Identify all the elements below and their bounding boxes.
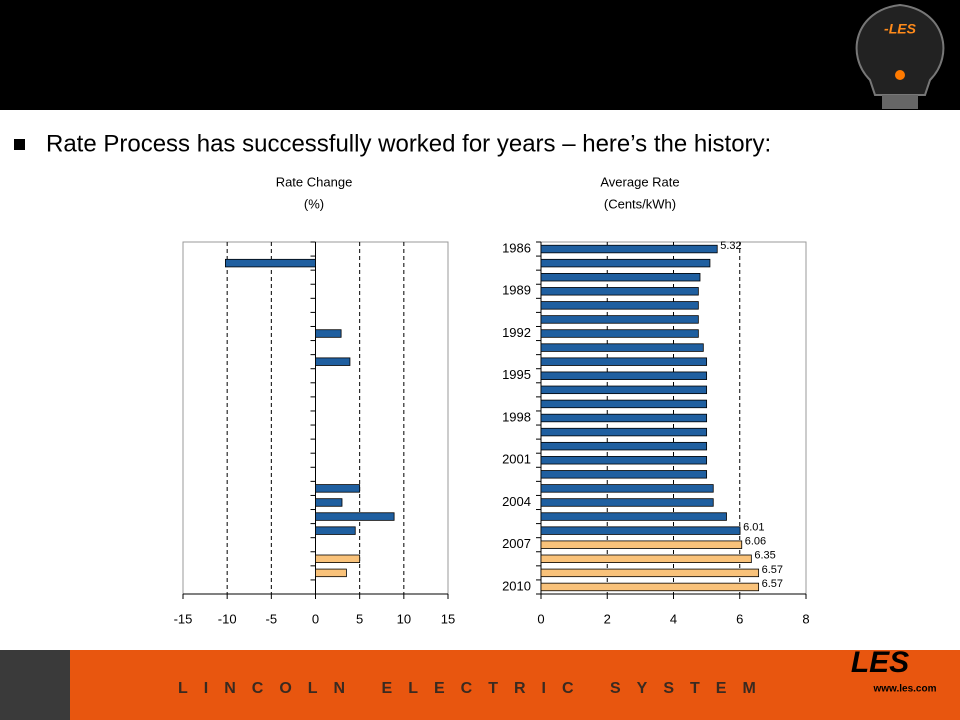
y-tick-label: 1998: [502, 409, 531, 424]
bar: [315, 357, 351, 366]
x-tick-label: 6: [736, 611, 743, 626]
bar: [540, 399, 708, 409]
bar: [540, 357, 708, 366]
bullet-square: [14, 139, 25, 150]
bulb-icon: -LES: [855, 3, 945, 109]
x-tick-label: 15: [441, 611, 455, 626]
bar: [540, 258, 711, 268]
bullet-text: Rate Process has successfully worked for…: [46, 130, 771, 157]
y-tick-label: 2001: [502, 452, 531, 467]
footer-text: LINCOLN ELECTRIC SYSTEM: [178, 680, 772, 697]
bar: [540, 244, 718, 254]
bar: [540, 554, 752, 564]
chart-subtitle: (%): [304, 196, 324, 211]
y-tick-label: 1986: [502, 240, 531, 255]
x-tick-label: 8: [802, 611, 809, 626]
data-label: 6.57: [762, 564, 783, 576]
x-tick-label: 2: [604, 611, 611, 626]
y-tick-label: 1992: [502, 325, 531, 340]
footer-band: [0, 650, 960, 720]
bar: [540, 441, 708, 451]
y-tick-label: 2007: [502, 536, 531, 551]
x-tick-label: 5: [356, 611, 363, 626]
bar: [540, 498, 714, 507]
y-tick-label: 1989: [502, 283, 531, 298]
bar: [540, 371, 708, 380]
bar: [540, 272, 701, 282]
bar: [540, 512, 727, 521]
bar: [540, 470, 708, 479]
data-label: 6.01: [743, 522, 764, 534]
chart-subtitle: (Cents/kWh): [604, 196, 676, 211]
bar: [540, 568, 760, 578]
footer-logo: LES: [851, 646, 909, 679]
data-label: 6.57: [762, 578, 783, 590]
header-band: [0, 0, 960, 110]
y-tick-label: 2010: [502, 578, 531, 593]
bar: [540, 427, 708, 437]
bar: [540, 329, 699, 338]
bar: [315, 484, 361, 493]
bar: [540, 456, 708, 465]
x-tick-label: 0: [537, 611, 544, 626]
svg-text:-LES: -LES: [884, 21, 917, 37]
footer-block: [0, 650, 70, 720]
x-tick-label: 0: [312, 611, 319, 626]
bar: [540, 526, 741, 535]
bar: [315, 568, 347, 578]
x-tick-label: -15: [174, 611, 193, 626]
bar: [540, 385, 708, 395]
x-tick-label: -5: [266, 611, 278, 626]
chart-title: Rate Change: [276, 174, 353, 189]
bar: [315, 329, 342, 338]
y-tick-label: 2004: [502, 494, 531, 509]
bar: [315, 526, 356, 535]
bar: [540, 315, 699, 324]
bar: [540, 540, 743, 549]
y-tick-label: 1995: [502, 367, 531, 382]
data-label: 5.32: [720, 240, 741, 252]
data-label: 6.35: [754, 550, 775, 562]
x-tick-label: 4: [670, 611, 677, 626]
data-label: 6.06: [745, 536, 766, 548]
bar: [315, 554, 361, 564]
bar: [315, 498, 343, 507]
bar: [540, 301, 699, 310]
bar: [224, 258, 316, 268]
footer-url: www.les.com: [873, 684, 937, 695]
bar: [540, 413, 708, 423]
x-tick-label: -10: [218, 611, 237, 626]
bar: [315, 512, 395, 521]
bar: [540, 343, 704, 352]
bar: [540, 484, 714, 493]
bar: [540, 582, 760, 592]
x-tick-label: 10: [397, 611, 411, 626]
bar: [540, 287, 699, 296]
chart-title: Average Rate: [600, 174, 679, 189]
